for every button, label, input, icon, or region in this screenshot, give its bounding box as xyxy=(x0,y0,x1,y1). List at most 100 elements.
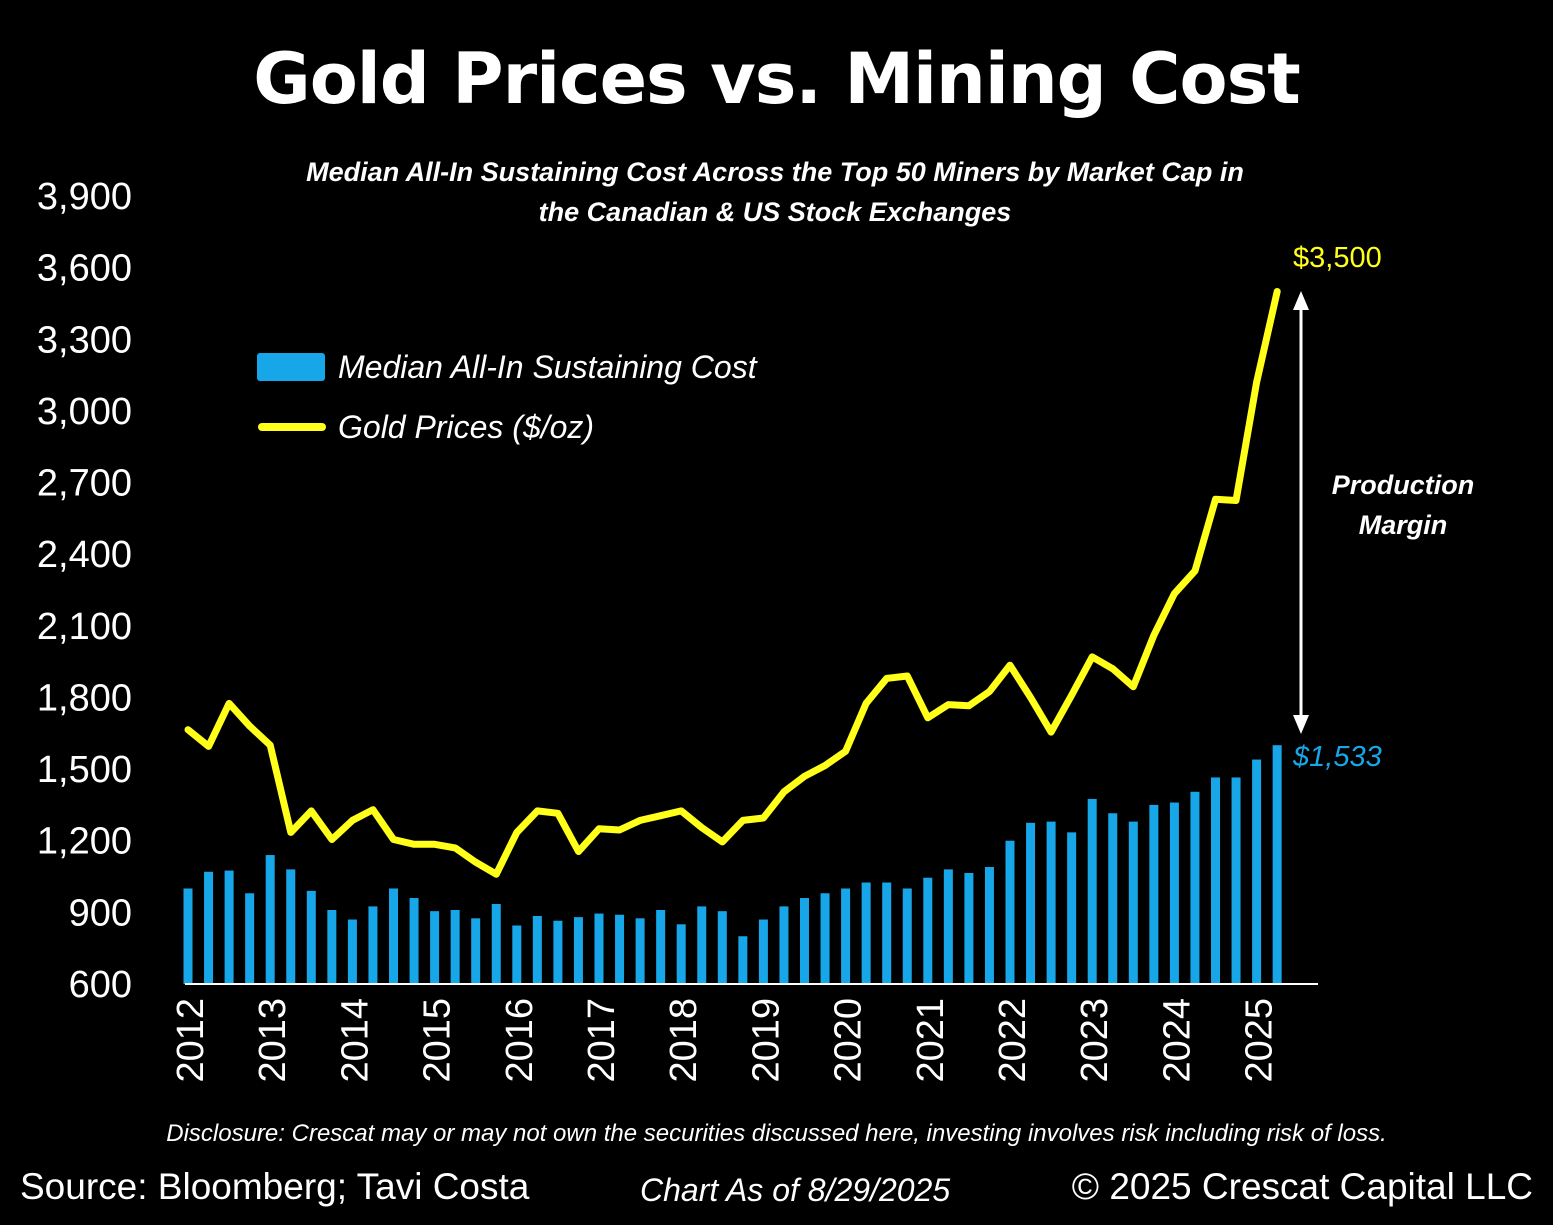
cost-bar xyxy=(532,915,542,984)
cost-bar xyxy=(697,906,707,984)
production-margin-label-2: Margin xyxy=(1359,510,1448,540)
cost-bar xyxy=(1231,777,1241,984)
cost-bar xyxy=(923,877,933,984)
y-tick-label: 1,500 xyxy=(37,749,132,791)
y-tick-label: 2,700 xyxy=(37,463,132,505)
x-tick-label: 2022 xyxy=(992,998,1034,1083)
cost-bar xyxy=(676,924,686,984)
x-tick-label: 2018 xyxy=(663,998,705,1083)
chart-title: Gold Prices vs. Mining Cost xyxy=(253,38,1300,120)
y-tick-label: 2,100 xyxy=(37,606,132,648)
cost-bar xyxy=(450,909,460,984)
cost-bar xyxy=(409,898,419,984)
cost-bar xyxy=(347,919,357,984)
y-axis: 600 900 1,200 1,500 1,800 2,100 2,400 2,700 3,00… xyxy=(37,176,132,1006)
cost-bar xyxy=(327,909,337,984)
cost-end-label: $1,533 xyxy=(1292,741,1382,773)
cost-bar xyxy=(1190,791,1200,984)
cost-bars xyxy=(183,745,1282,984)
cost-bar xyxy=(224,870,234,984)
cost-bar xyxy=(1087,798,1097,984)
cost-bar xyxy=(882,882,892,984)
cost-bar xyxy=(183,888,193,984)
cost-bar xyxy=(1128,821,1138,984)
arrow-up-icon xyxy=(1293,291,1309,310)
y-tick-label: 3,000 xyxy=(37,391,132,433)
copyright-text: © 2025 Crescat Capital LLC xyxy=(1071,1166,1533,1207)
cost-bar xyxy=(1026,822,1036,984)
y-tick-label: 900 xyxy=(69,892,132,934)
legend-cost-swatch xyxy=(257,353,325,381)
legend-gold-label: Gold Prices ($/oz) xyxy=(338,409,594,445)
cost-bar xyxy=(738,936,748,984)
cost-bar xyxy=(368,906,378,984)
gold-end-label: $3,500 xyxy=(1293,242,1382,274)
x-tick-label: 2025 xyxy=(1239,998,1281,1083)
chart-subtitle: Median All-In Sustaining Cost Across the… xyxy=(306,157,1244,227)
cost-bar xyxy=(389,888,398,984)
x-tick-label: 2014 xyxy=(334,998,376,1083)
cost-bar xyxy=(902,888,912,984)
production-margin-label: Production xyxy=(1332,470,1475,500)
x-tick-label: 2019 xyxy=(745,998,787,1083)
cost-bar xyxy=(1149,804,1159,984)
cost-bar xyxy=(1005,840,1015,984)
cost-bar xyxy=(656,909,666,984)
x-tick-label: 2020 xyxy=(828,998,870,1083)
y-tick-label: 3,900 xyxy=(37,176,132,218)
x-tick-label: 2024 xyxy=(1156,998,1198,1083)
x-tick-label: 2016 xyxy=(499,998,541,1083)
cost-bar xyxy=(471,918,481,984)
y-tick-label: 1,800 xyxy=(37,677,132,719)
gold-price-line xyxy=(184,288,1281,878)
arrow-down-icon xyxy=(1293,715,1309,734)
y-tick-label: 3,600 xyxy=(37,248,132,290)
x-axis: 2012 2013 2014 2015 2016 2017 2018 2019 2020 2021… xyxy=(170,998,1281,1083)
cost-bar xyxy=(430,911,440,984)
cost-bar xyxy=(861,882,871,984)
cost-bar xyxy=(635,918,645,984)
as-of-date: Chart As of 8/29/2025 xyxy=(640,1172,951,1208)
cost-bar xyxy=(779,906,789,984)
cost-bar xyxy=(615,914,625,984)
cost-bar xyxy=(491,904,501,984)
cost-bar xyxy=(800,898,809,984)
y-tick-label: 3,300 xyxy=(37,319,132,361)
x-tick-label: 2015 xyxy=(417,998,459,1083)
y-tick-label: 600 xyxy=(69,964,132,1006)
y-tick-label: 1,200 xyxy=(37,821,132,863)
cost-bar xyxy=(1169,802,1179,984)
cost-bar xyxy=(1108,813,1118,984)
x-tick-label: 2023 xyxy=(1074,998,1116,1083)
cost-bar xyxy=(717,911,727,984)
cost-bar xyxy=(1252,759,1262,984)
source-text: Source: Bloomberg; Tavi Costa xyxy=(20,1166,530,1207)
x-tick-label: 2013 xyxy=(252,998,294,1083)
x-tick-label: 2021 xyxy=(910,998,952,1083)
cost-bar xyxy=(758,919,768,984)
cost-bar xyxy=(286,869,296,984)
cost-bar xyxy=(1067,832,1077,984)
cost-bar xyxy=(245,893,255,984)
y-tick-label: 2,400 xyxy=(37,534,132,576)
cost-bar xyxy=(265,855,275,984)
cost-bar xyxy=(306,890,316,984)
cost-bar xyxy=(1046,821,1056,984)
cost-bar xyxy=(1211,777,1220,984)
legend: Median All-In Sustaining Cost Gold Price… xyxy=(257,349,758,445)
cost-bar xyxy=(841,888,851,984)
cost-bar xyxy=(573,917,583,984)
cost-bar xyxy=(984,866,994,984)
cost-bar xyxy=(553,920,563,984)
cost-bar xyxy=(964,872,974,984)
disclosure-text: Disclosure: Crescat may or may not own t… xyxy=(166,1120,1387,1147)
production-margin-arrow xyxy=(1293,291,1309,734)
cost-bar xyxy=(594,913,604,984)
cost-bar xyxy=(1272,745,1282,984)
cost-bar xyxy=(512,925,522,984)
cost-bar xyxy=(204,871,214,984)
x-tick-label: 2017 xyxy=(581,998,623,1083)
cost-bar xyxy=(943,869,953,984)
cost-bar xyxy=(820,893,830,984)
